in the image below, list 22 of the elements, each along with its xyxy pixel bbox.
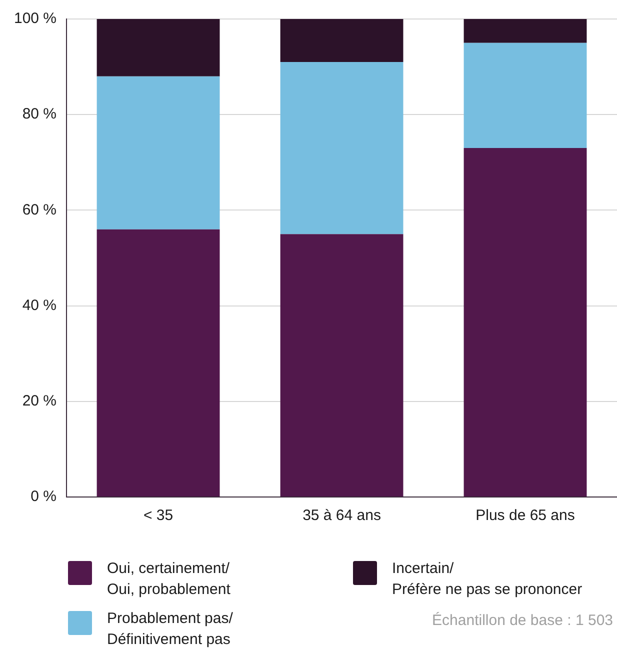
legend-label: Oui, certainement/ Oui, probablement <box>107 559 230 600</box>
bar <box>96 76 220 230</box>
y-tick-label: 60 % <box>22 201 57 218</box>
legend-label: Incertain/ Préfère ne pas se prononcer <box>392 559 582 600</box>
bar <box>464 19 587 43</box>
x-tick-label: Plus de 65 ans <box>476 507 575 524</box>
y-tick-label: 100 % <box>14 10 57 28</box>
x-tick-label: < 35 <box>143 507 174 524</box>
bar <box>464 148 587 496</box>
bar <box>96 19 220 76</box>
bar <box>280 234 404 496</box>
legend-label: Probablement pas/ Définitivement pas <box>107 609 233 650</box>
y-tick-label: 20 % <box>22 392 57 410</box>
y-tick-label: 40 % <box>22 296 57 314</box>
y-tick-label: 80 % <box>22 106 57 123</box>
bar <box>464 42 587 148</box>
bar <box>280 62 404 234</box>
x-tick-label: 35 à 64 ans <box>302 507 381 524</box>
text: Échantillon de base : 1 503 <box>431 611 613 631</box>
bar <box>96 229 220 496</box>
bar <box>280 19 404 62</box>
y-tick-label: 0 % <box>30 488 57 506</box>
